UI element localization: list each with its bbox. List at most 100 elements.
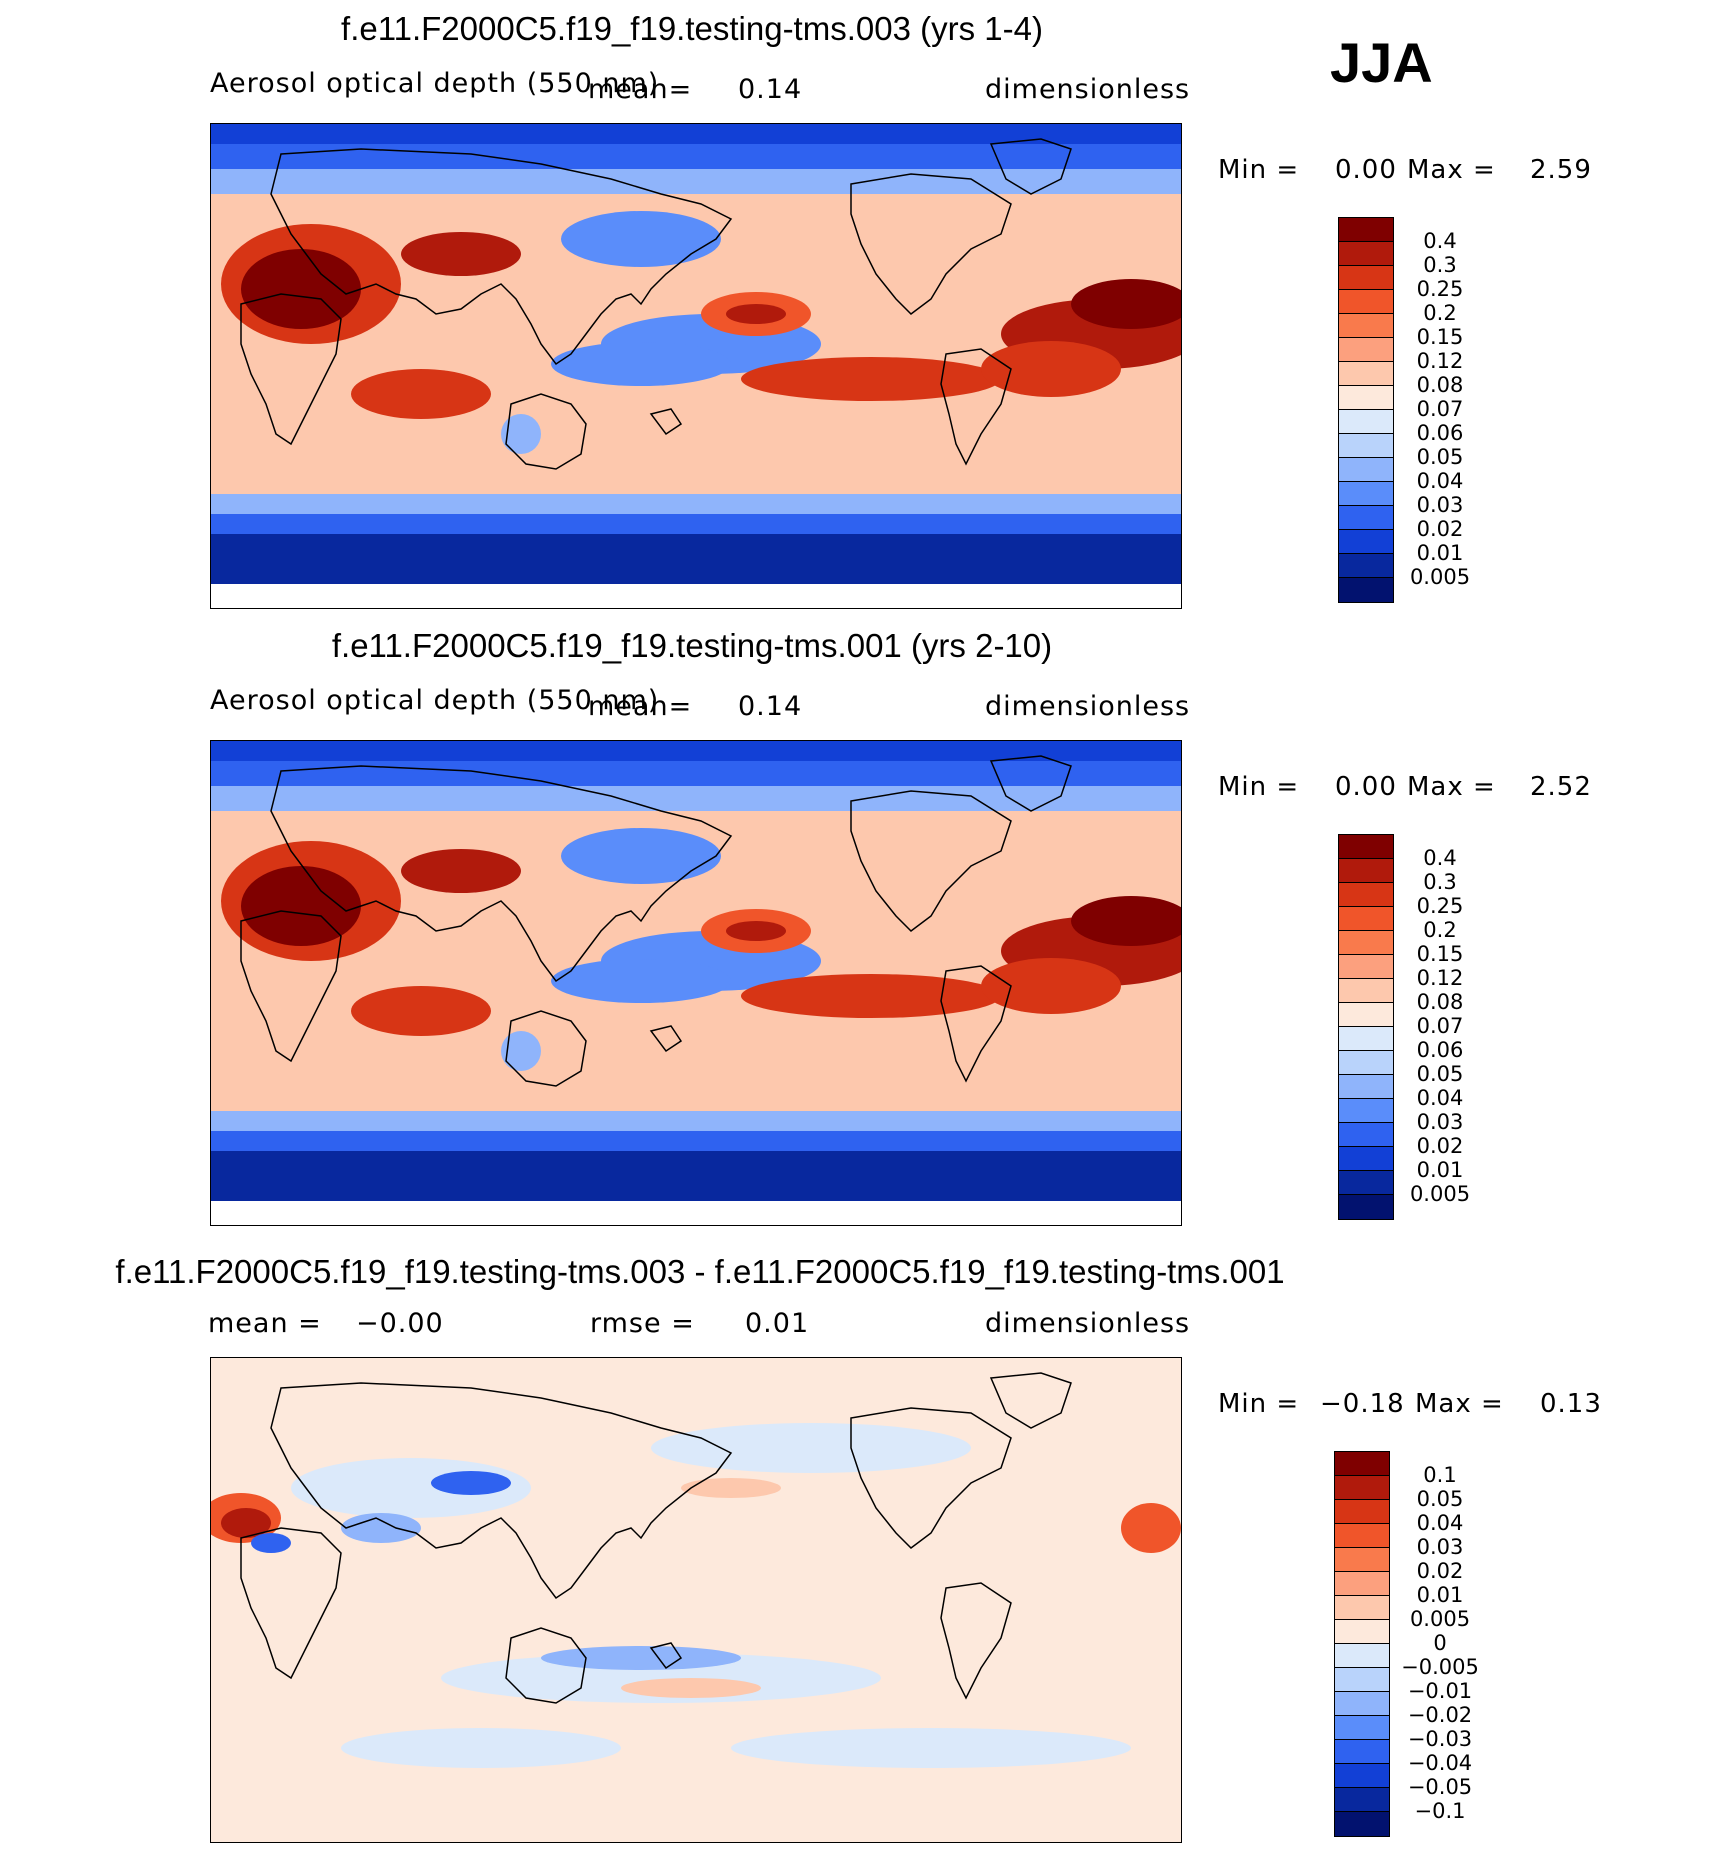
colorbar-swatch <box>1339 1147 1393 1171</box>
colorbar-label: 0.07 <box>1416 397 1464 421</box>
panel-1-units: dimensionless <box>985 74 1191 105</box>
colorbar-swatch <box>1339 1123 1393 1147</box>
contour-region <box>1121 1503 1181 1553</box>
contour-region <box>241 249 361 329</box>
colorbar-swatch <box>1335 1812 1389 1836</box>
contour-region <box>351 369 491 419</box>
coastline <box>270 148 733 366</box>
contour-region <box>441 1653 881 1703</box>
coastline <box>240 293 342 446</box>
colorbar-swatch <box>1339 835 1393 859</box>
colorbar-swatch <box>1335 1524 1389 1548</box>
contour-region <box>1071 279 1181 329</box>
coastline <box>850 790 1012 932</box>
contour-band <box>211 494 1181 514</box>
colorbar-label: 0.08 <box>1416 373 1464 397</box>
colorbar-label: 0.03 <box>1416 1110 1464 1134</box>
contour-region <box>341 1513 421 1543</box>
colorbar-swatch <box>1335 1452 1389 1476</box>
contour-region <box>401 849 521 893</box>
panel-3-max-value: 0.13 <box>1540 1389 1602 1419</box>
coastline <box>505 393 587 470</box>
colorbar-swatch <box>1339 410 1393 434</box>
colorbar-swatch <box>1339 506 1393 530</box>
colorbar-label: −0.04 <box>1407 1751 1473 1775</box>
colorbar-swatch <box>1335 1644 1389 1668</box>
contour-band <box>211 1111 1181 1131</box>
contour-region <box>341 1728 621 1768</box>
panel-3-min-label: Min = <box>1218 1389 1300 1419</box>
colorbar-label: −0.02 <box>1407 1703 1473 1727</box>
contour-region <box>431 1471 511 1495</box>
colorbar-swatch <box>1335 1764 1389 1788</box>
colorbar-swatch <box>1339 338 1393 362</box>
colorbar-swatch <box>1339 458 1393 482</box>
coastline <box>505 1010 587 1087</box>
colorbar-label: 0.15 <box>1416 942 1464 966</box>
contour-region <box>1071 896 1181 946</box>
panel-1-min-value: 0.00 <box>1335 155 1397 185</box>
contour-band <box>211 534 1181 584</box>
colorbar-label: 0.005 <box>1409 565 1471 589</box>
colorbar-label: 0.05 <box>1416 1062 1464 1086</box>
colorbar-label: 0.05 <box>1416 1487 1464 1511</box>
panel-3-colorbar <box>1334 1451 1390 1837</box>
contour-region <box>726 921 786 941</box>
contour-region <box>981 958 1121 1014</box>
colorbar-swatch <box>1335 1596 1389 1620</box>
contour-region <box>541 1646 741 1670</box>
coastline <box>850 173 1012 315</box>
colorbar-label: 0.4 <box>1423 229 1457 253</box>
contour-region <box>501 1031 541 1071</box>
panel-2-mean-label: mean= <box>588 691 693 722</box>
panel-3-title: f.e11.F2000C5.f19_f19.testing-tms.003 - … <box>115 1253 1285 1290</box>
contour-band <box>211 169 1181 194</box>
season-label: JJA <box>1330 31 1433 94</box>
coastline <box>940 348 1012 466</box>
panel-3-units: dimensionless <box>985 1308 1191 1339</box>
panel-3-rmse-value: 0.01 <box>745 1308 810 1339</box>
colorbar-label: 0.15 <box>1416 325 1464 349</box>
panel-1-max-label: Max = <box>1407 155 1496 185</box>
contour-band <box>211 124 1181 144</box>
coastline <box>240 910 342 1063</box>
colorbar-label: 0.02 <box>1416 1559 1464 1583</box>
colorbar-swatch <box>1339 1051 1393 1075</box>
colorbar-swatch <box>1335 1620 1389 1644</box>
colorbar-swatch <box>1339 1003 1393 1027</box>
no-data-band <box>211 584 1181 608</box>
colorbar-label: 0.25 <box>1416 894 1464 918</box>
colorbar-swatch <box>1339 955 1393 979</box>
contour-region <box>251 1533 291 1553</box>
panel-1-map <box>210 123 1182 609</box>
colorbar-swatch <box>1339 218 1393 242</box>
colorbar-label: 0.005 <box>1409 1182 1471 1206</box>
colorbar-swatch <box>1339 883 1393 907</box>
panel-3-max-label: Max = <box>1415 1389 1504 1419</box>
contour-region <box>561 211 721 267</box>
contour-band <box>211 1151 1181 1201</box>
panel-2-max-label: Max = <box>1407 772 1496 802</box>
contour-region <box>741 974 1001 1018</box>
colorbar-label: −0.03 <box>1407 1727 1473 1751</box>
colorbar-label: 0.01 <box>1416 1583 1464 1607</box>
colorbar-swatch <box>1335 1788 1389 1812</box>
panel-2-units: dimensionless <box>985 691 1191 722</box>
contour-region <box>561 828 721 884</box>
contour-region <box>501 414 541 454</box>
panel-2-colorbar-labels: 0.4 0.3 0.25 0.2 0.15 0.12 0.08 0.07 0.06 0.05 0.0… <box>1395 846 1485 1206</box>
colorbar-label: 0.07 <box>1416 1014 1464 1038</box>
contour-region <box>651 1423 971 1473</box>
colorbar-swatch <box>1339 1171 1393 1195</box>
contour-region <box>241 866 361 946</box>
panel-3-mean-label: mean = <box>208 1308 322 1339</box>
colorbar-swatch <box>1335 1716 1389 1740</box>
colorbar-swatch <box>1339 482 1393 506</box>
colorbar-label: 0.12 <box>1416 966 1464 990</box>
contour-region <box>681 1478 781 1498</box>
coastline <box>989 1372 1072 1429</box>
panel-1-min-label: Min = <box>1218 155 1300 185</box>
colorbar-swatch <box>1339 266 1393 290</box>
panel-2-title: f.e11.F2000C5.f19_f19.testing-tms.001 (y… <box>331 627 1053 664</box>
colorbar-swatch <box>1339 907 1393 931</box>
